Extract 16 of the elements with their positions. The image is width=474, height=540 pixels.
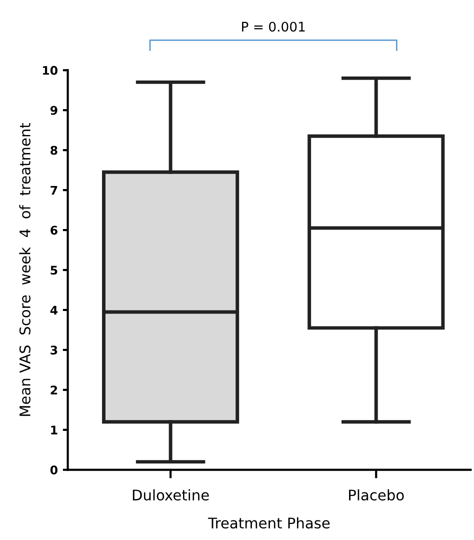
y-tick-label: 0: [50, 466, 58, 474]
x-tick-label: Placebo: [349, 489, 404, 501]
y-tick-label: 8: [50, 146, 58, 155]
y-tick-label: 1: [51, 426, 58, 434]
y-tick-label: 10: [42, 66, 58, 75]
y-tick-label: 7: [50, 186, 58, 195]
y-axis-title: Mean VAS Score week 4 of treatment: [19, 123, 30, 416]
y-tick-label: 5: [50, 266, 58, 275]
y-tick-label: 9: [50, 106, 58, 115]
y-tick-label: 2: [50, 386, 58, 394]
y-tick-label: 4: [50, 306, 58, 314]
x-axis-title: Treatment Phase: [208, 517, 330, 529]
text: P = 0.001: [242, 22, 305, 32]
y-tick-label: 6: [50, 226, 58, 235]
y-tick-label: 3: [50, 346, 58, 355]
x-tick-label: Duloxetine: [132, 489, 209, 501]
